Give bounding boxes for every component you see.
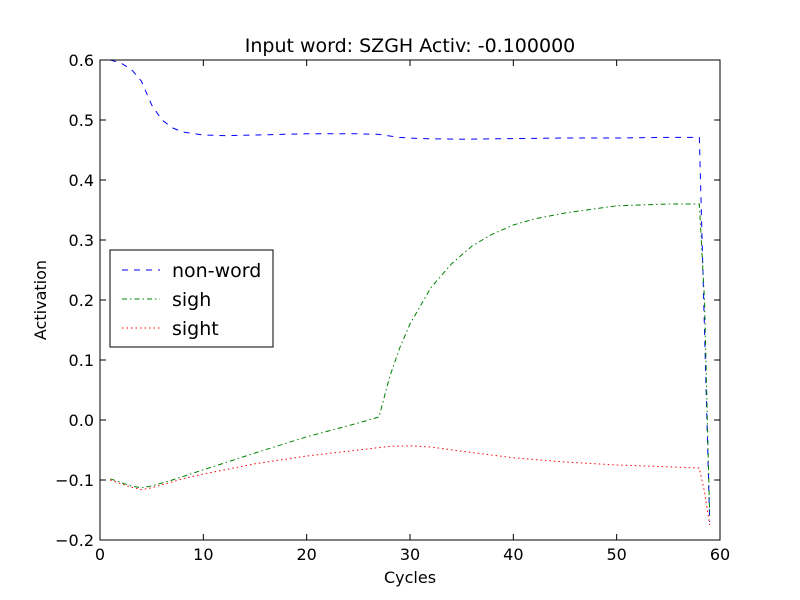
series-layer — [110, 59, 711, 526]
series-line-sigh — [110, 203, 711, 517]
legend-label-sigh: sigh — [172, 289, 211, 311]
y-tick-label: 0.6 — [69, 51, 94, 70]
x-tick-label: 0 — [95, 545, 105, 564]
y-tick-label: 0.0 — [69, 411, 94, 430]
y-tick-label: 0.3 — [69, 231, 94, 250]
x-tick-label: 30 — [400, 545, 420, 564]
x-tick-label: 10 — [193, 545, 213, 564]
y-tick-label: 0.2 — [69, 291, 94, 310]
x-tick-label: 20 — [296, 545, 316, 564]
x-axis-label: Cycles — [384, 568, 436, 587]
x-tick-label: 60 — [710, 545, 730, 564]
legend-label-non-word: non-word — [172, 260, 261, 282]
chart-title: Input word: SZGH Activ: -0.100000 — [245, 35, 576, 57]
y-tick-label: 0.4 — [69, 171, 94, 190]
y-tick-label: −0.2 — [55, 531, 94, 550]
y-tick-label: 0.5 — [69, 111, 94, 130]
legend: non-word sigh sight — [109, 249, 274, 348]
x-tick-label: 50 — [606, 545, 626, 564]
y-tick-label: 0.1 — [69, 351, 94, 370]
y-axis-label: Activation — [31, 260, 50, 340]
series-line-non-word — [110, 59, 711, 523]
legend-label-sight: sight — [172, 318, 219, 340]
y-tick-label: −0.1 — [55, 471, 94, 490]
x-tick-label: 40 — [503, 545, 523, 564]
ticks-layer: 0 10 20 30 40 50 60 −0.2 −0.1 0.0 0.1 0.2 0.3 0.4 0.5 0… — [55, 51, 730, 564]
